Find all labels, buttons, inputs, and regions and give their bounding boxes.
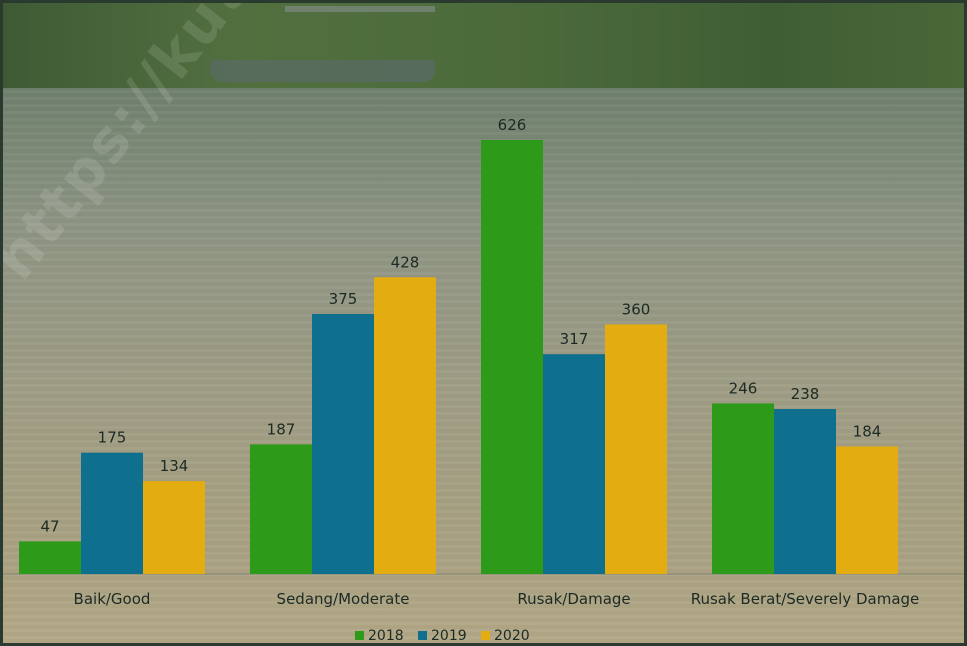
boat xyxy=(210,60,435,82)
data-label-baik-good-2019: 175 xyxy=(98,429,127,447)
bar-sedang-moderate-2020 xyxy=(374,277,436,574)
data-label-rusak-berat-severely-damage-2018: 246 xyxy=(729,379,758,397)
data-label-sedang-moderate-2019: 375 xyxy=(329,290,358,308)
legend-label-2018: 2018 xyxy=(368,628,404,644)
bar-rusak-damage-2018 xyxy=(481,140,543,574)
legend-swatch-2018 xyxy=(355,631,364,640)
legend: 2018 2019 2020 xyxy=(355,628,530,644)
riverbank-foliage xyxy=(0,0,967,88)
boat-roof xyxy=(285,6,435,12)
data-label-rusak-damage-2020: 360 xyxy=(622,300,651,318)
bar-rusak-damage-2020 xyxy=(605,324,667,574)
legend-swatch-2019 xyxy=(418,631,427,640)
bar-baik-good-2018 xyxy=(19,541,81,574)
bar-rusak-berat-severely-damage-2019 xyxy=(774,408,836,574)
bar-rusak-berat-severely-damage-2018 xyxy=(712,403,774,574)
category-label-sedang-moderate: Sedang/Moderate xyxy=(277,590,410,608)
data-label-sedang-moderate-2020: 428 xyxy=(391,253,420,271)
bar-baik-good-2020 xyxy=(143,481,205,574)
bar-rusak-berat-severely-damage-2020 xyxy=(836,446,898,574)
data-label-rusak-berat-severely-damage-2020: 184 xyxy=(853,422,882,440)
legend-label-2020: 2020 xyxy=(494,628,530,644)
data-label-rusak-damage-2019: 317 xyxy=(560,330,589,348)
bar-rusak-damage-2019 xyxy=(543,354,605,574)
bars-group xyxy=(19,140,898,574)
legend-swatch-2020 xyxy=(481,631,490,640)
category-label-baik-good: Baik/Good xyxy=(74,590,151,608)
category-label-rusak-berat-severely-damage: Rusak Berat/Severely Damage xyxy=(691,590,920,608)
legend-label-2019: 2019 xyxy=(431,628,467,644)
data-label-rusak-berat-severely-damage-2019: 238 xyxy=(791,385,820,403)
bar-sedang-moderate-2019 xyxy=(312,314,374,574)
category-label-rusak-damage: Rusak/Damage xyxy=(517,590,630,608)
bar-baik-good-2019 xyxy=(81,452,143,574)
bar-sedang-moderate-2018 xyxy=(250,444,312,574)
data-label-baik-good-2020: 134 xyxy=(160,457,189,475)
data-label-rusak-damage-2018: 626 xyxy=(498,116,527,134)
data-labels-group: 47 175 134 187 375 428 626 317 360 246 238 184 xyxy=(40,116,881,535)
data-label-baik-good-2018: 47 xyxy=(40,517,59,535)
category-labels-group: Baik/Good Sedang/Moderate Rusak/Damage Rusa… xyxy=(74,590,920,608)
data-label-sedang-moderate-2018: 187 xyxy=(267,420,296,438)
